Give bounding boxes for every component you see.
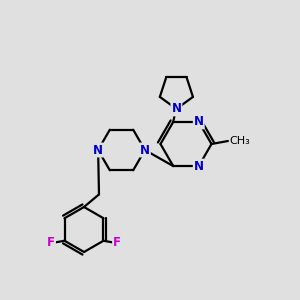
Text: CH₃: CH₃	[230, 136, 250, 146]
Text: F: F	[47, 236, 55, 249]
Text: F: F	[113, 236, 121, 249]
Text: N: N	[140, 143, 150, 157]
Text: N: N	[171, 102, 182, 116]
Text: N: N	[194, 160, 204, 172]
Text: N: N	[194, 116, 204, 128]
Text: N: N	[93, 143, 103, 157]
